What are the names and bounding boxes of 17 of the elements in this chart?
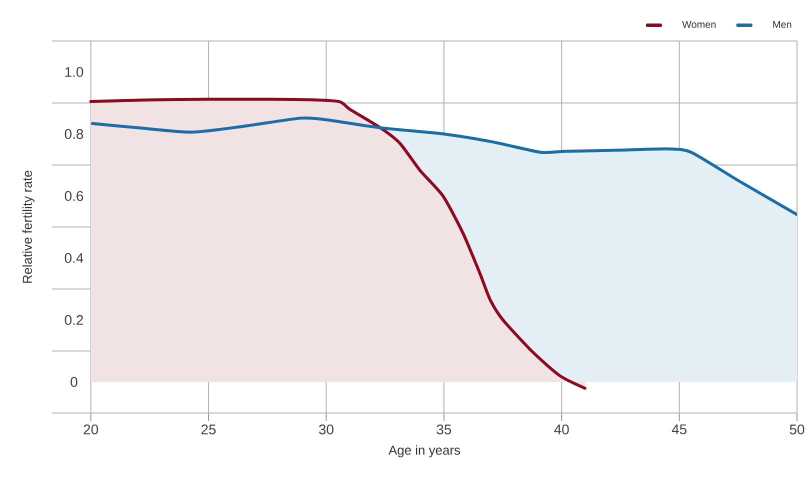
y-axis-title: Relative fertility rate (22, 170, 34, 283)
legend-label: Men (773, 21, 792, 28)
y-tick-label: 0.4 (64, 253, 84, 263)
x-tick-label: 20 (84, 424, 98, 434)
y-tick-label: 0 (70, 377, 78, 387)
y-tick-label: 1.0 (65, 67, 84, 77)
x-tick-label: 45 (672, 424, 686, 434)
x-tick-label: 35 (436, 424, 452, 434)
x-axis-title: Age in years (388, 445, 460, 458)
x-tick-label: 50 (790, 424, 804, 434)
x-tick-label: 25 (201, 424, 216, 434)
y-tick-label: 0.8 (64, 129, 84, 139)
y-tick-label: 0.6 (64, 191, 84, 201)
legend-label: Women (682, 21, 716, 28)
x-tick-label: 30 (319, 424, 334, 434)
x-tick-label: 40 (554, 424, 569, 434)
y-tick-label: 0.2 (64, 315, 83, 325)
